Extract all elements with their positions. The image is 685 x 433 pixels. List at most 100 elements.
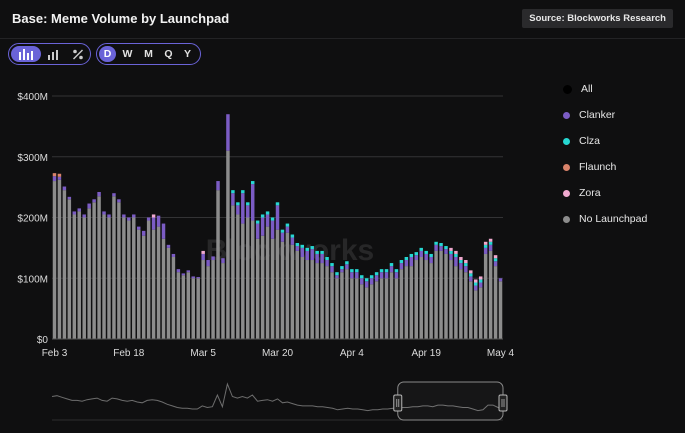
period-d-button[interactable]: D	[99, 46, 116, 62]
bar-segment	[350, 269, 354, 273]
legend-item-clza[interactable]: Clza	[563, 134, 600, 148]
bar-segment	[290, 244, 295, 339]
bar-segment	[320, 250, 324, 254]
bar-segment	[300, 256, 305, 339]
bar-segment	[231, 190, 235, 194]
bar-segment	[364, 278, 369, 282]
period-q-button[interactable]: Q	[164, 48, 173, 60]
legend-item-zora[interactable]: Zora	[563, 186, 601, 200]
legend-item-no-launchpad[interactable]: No Launchpad	[563, 212, 647, 226]
bar-segment	[236, 202, 240, 206]
bar-segment	[434, 244, 438, 251]
bar-segment	[369, 284, 374, 339]
bar-segment	[330, 263, 334, 267]
bar-segment	[493, 266, 498, 339]
bar-segment	[127, 217, 131, 221]
bar-segment	[389, 263, 394, 267]
period-m-button[interactable]: M	[144, 48, 153, 60]
chart-title: Base: Meme Volume by Launchpad	[12, 11, 230, 26]
chart-header: Base: Meme Volume by Launchpad Source: B…	[0, 0, 685, 38]
bar-segment	[300, 244, 305, 248]
bar-segment	[310, 260, 314, 339]
bar-segment	[295, 243, 300, 247]
bar-segment	[419, 247, 423, 251]
bar-segment	[117, 202, 121, 339]
navigator-handle-right[interactable]	[498, 394, 508, 412]
bar-segment	[241, 190, 245, 194]
period-y-button[interactable]: Y	[183, 48, 191, 60]
legend-item-all[interactable]: All	[563, 82, 593, 96]
bar-segment	[360, 278, 364, 285]
bar-segment	[429, 253, 433, 257]
bar-segment	[474, 285, 478, 291]
bar-segment	[285, 232, 290, 339]
bar-segment	[474, 290, 478, 339]
bar-segment	[374, 275, 379, 282]
bar-segment	[176, 272, 181, 340]
legend-item-clanker[interactable]: Clanker	[563, 108, 615, 122]
bar-segment	[87, 203, 91, 209]
bar-segment	[201, 260, 205, 339]
bar-segment	[360, 275, 364, 279]
bar-segment	[404, 266, 409, 339]
percent-icon	[73, 49, 83, 59]
bar-segment	[340, 266, 344, 270]
bar-segment	[77, 211, 81, 340]
bar-segment	[483, 253, 488, 339]
bar-segment	[483, 247, 488, 254]
bar-segment	[62, 186, 67, 191]
bar-button[interactable]	[43, 46, 65, 62]
bar-segment	[409, 266, 414, 339]
bar-segment	[52, 176, 57, 182]
period-w-button[interactable]: W	[122, 48, 133, 60]
bar-segment	[384, 272, 389, 279]
bar-segment	[295, 250, 300, 339]
bar-segment	[459, 260, 463, 264]
bar-segment	[389, 266, 394, 273]
stacked-bar-button[interactable]	[11, 46, 41, 62]
bar-segment	[77, 208, 81, 212]
source-badge[interactable]: Source: Blockworks Research	[522, 9, 673, 28]
range-navigator[interactable]	[0, 370, 685, 428]
bar-segment	[226, 114, 230, 151]
legend-item-flaunch[interactable]: Flaunch	[563, 160, 616, 174]
bar-segment	[449, 247, 453, 251]
bar-segment	[493, 255, 498, 259]
bar-segment	[325, 266, 329, 339]
bar-segment	[469, 281, 473, 339]
bar-segment	[454, 256, 458, 267]
bar-segment	[429, 263, 433, 339]
y-tick-label: $100M	[17, 274, 48, 285]
header-divider	[0, 38, 685, 39]
bar-segment	[340, 269, 344, 273]
bar-segment	[444, 249, 448, 254]
bar-segment	[483, 244, 488, 248]
bar-segment	[434, 250, 438, 339]
percent-button[interactable]	[67, 46, 89, 62]
bar-segment	[404, 256, 409, 261]
bar-icon	[48, 49, 58, 60]
bar-segment	[414, 260, 418, 339]
legend-label: Zora	[579, 187, 601, 199]
bar-segment	[424, 250, 428, 254]
bar-segment	[330, 272, 334, 340]
bar-segment	[127, 220, 131, 339]
bar-segment	[439, 246, 443, 251]
bar-segment	[488, 241, 493, 245]
bar-segment	[444, 253, 448, 339]
bar-segment	[439, 250, 443, 339]
bar-segment	[171, 256, 176, 339]
bar-segment	[439, 243, 443, 247]
navigator-handle-left[interactable]	[393, 394, 403, 412]
bar-segment	[102, 214, 106, 339]
bar-segment	[384, 269, 389, 273]
bar-segment	[161, 223, 166, 239]
bar-segment	[156, 215, 161, 227]
bar-segment	[449, 253, 453, 261]
x-tick-label: Apr 19	[411, 348, 441, 359]
bar-segment	[469, 276, 473, 282]
legend-label: Clanker	[579, 109, 616, 121]
bar-segment	[474, 279, 478, 283]
bar-segment	[360, 284, 364, 339]
x-tick-label: Mar 20	[262, 348, 294, 359]
